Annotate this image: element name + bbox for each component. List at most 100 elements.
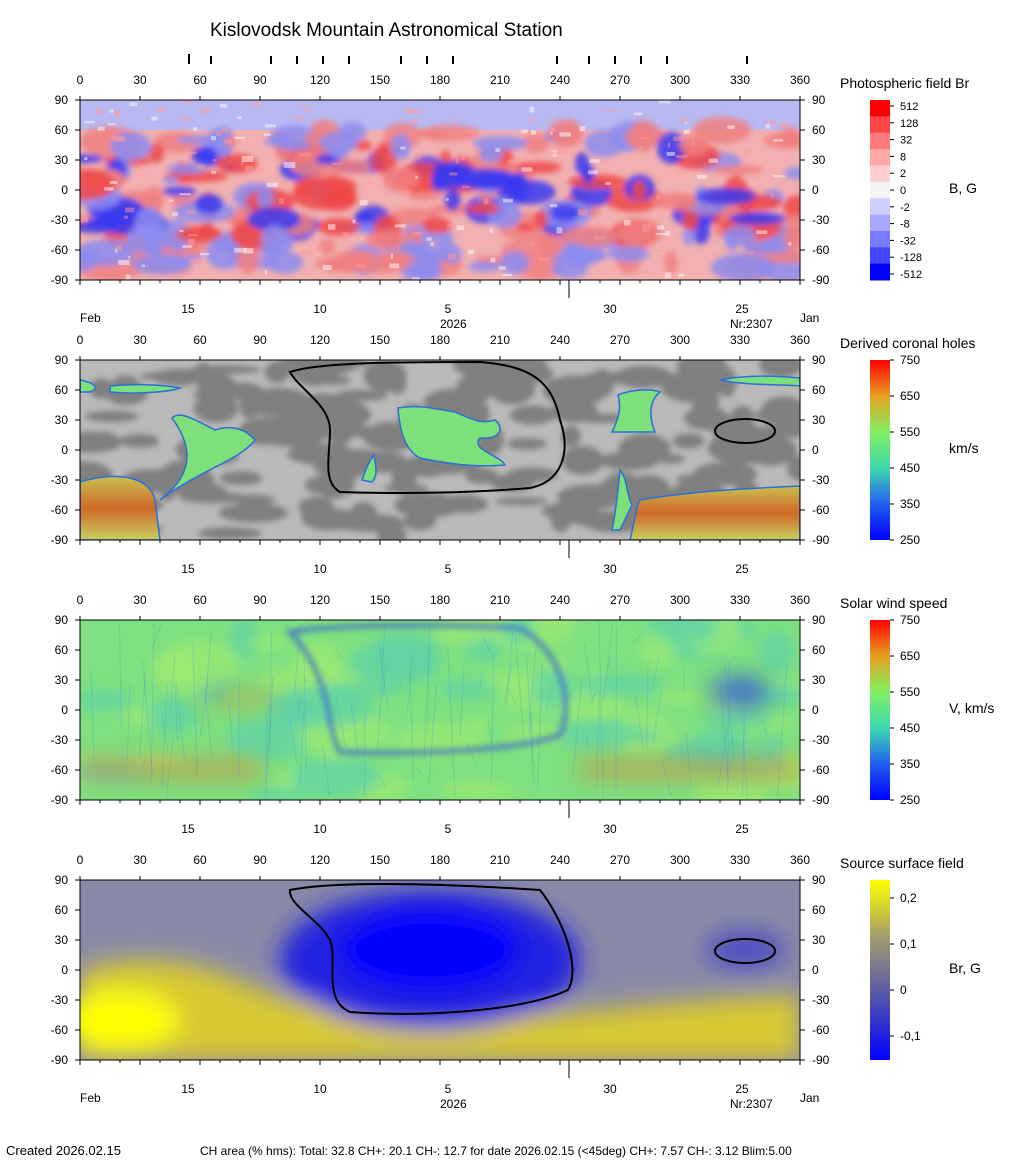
lat-tick-label-right: 90	[812, 613, 826, 627]
lon-tick-label: 0	[77, 593, 84, 607]
lon-tick-label: 360	[790, 73, 810, 87]
colorbar-tick-label: 750	[900, 353, 920, 367]
top-marker-ticks	[188, 54, 748, 64]
lat-tick-label-right: 60	[812, 123, 826, 137]
colorbar: 750 650 550 450 350 250	[870, 353, 920, 547]
date-tick-label: 30	[603, 1082, 617, 1096]
lon-tick-label: 300	[670, 593, 690, 607]
lon-tick-label: 90	[253, 853, 267, 867]
lat-tick-label-left: 0	[61, 443, 68, 457]
colorbar-tick-label: 350	[900, 497, 920, 511]
lat-tick-label-right: -90	[812, 793, 830, 807]
lon-tick-label: 150	[370, 593, 390, 607]
lat-tick-label-left: 60	[55, 903, 69, 917]
lon-tick-label: 60	[193, 333, 207, 347]
colorbar-tick-label: 0	[900, 983, 907, 997]
lat-tick-label-right: -90	[812, 1053, 830, 1067]
lat-tick-label-right: -30	[812, 733, 830, 747]
colorbar-tick-label: 128	[900, 118, 918, 130]
date-tick-label: 15	[181, 562, 195, 576]
colorbar-tick-label: -32	[900, 235, 916, 247]
colorbar-tick-label: 450	[900, 461, 920, 475]
lon-tick-label: 300	[670, 333, 690, 347]
date-tick-label: 10	[313, 302, 327, 316]
colorbar-tick-label: -0,1	[900, 1029, 921, 1043]
lon-tick-label: 360	[790, 333, 810, 347]
heatmap-2	[80, 360, 800, 540]
lat-tick-label-left: 30	[55, 933, 69, 947]
lat-tick-label-right: -90	[812, 533, 830, 547]
colorbar-tick-label: -128	[900, 252, 922, 264]
colorbar-unit: km/s	[949, 440, 979, 456]
lat-tick-label-left: 0	[61, 183, 68, 197]
lon-tick-label: 90	[253, 333, 267, 347]
created-label: Created 2026.02.15	[6, 1143, 121, 1158]
panel-title: Derived coronal holes	[840, 335, 975, 351]
lon-tick-label: 270	[610, 593, 630, 607]
colorbar-tick-label: 2	[900, 168, 906, 180]
lat-tick-label-left: 60	[55, 643, 69, 657]
lat-tick-label-left: -90	[51, 273, 69, 287]
lon-tick-label: 330	[730, 853, 750, 867]
lat-tick-label-right: 90	[812, 93, 826, 107]
lat-tick-label-right: 60	[812, 383, 826, 397]
lat-tick-label-left: -30	[51, 993, 69, 1007]
lat-tick-label-right: -30	[812, 993, 830, 1007]
lon-tick-label: 210	[490, 853, 510, 867]
lat-tick-label-left: 0	[61, 963, 68, 977]
lat-tick-label-left: -60	[51, 763, 69, 777]
colorbar: 0,2 0,1 0 -0,1	[870, 880, 921, 1060]
lat-tick-label-left: 90	[55, 93, 69, 107]
lon-tick-label: 180	[430, 853, 450, 867]
lat-tick-label-left: -90	[51, 793, 69, 807]
date-tick-label: 25	[735, 822, 749, 836]
lon-tick-label: 120	[310, 853, 330, 867]
rotation-number-bottom: Nr:2307	[730, 1097, 773, 1111]
colorbar-tick-label: -8	[900, 219, 910, 231]
colorbar-tick-label: 0	[900, 185, 906, 197]
panel-title: Solar wind speed	[840, 595, 947, 611]
lon-tick-label: 120	[310, 73, 330, 87]
date-tick-label: 10	[313, 1082, 327, 1096]
lat-tick-label-left: -30	[51, 733, 69, 747]
lon-tick-label: 90	[253, 73, 267, 87]
heatmap-4	[80, 880, 800, 1060]
lon-tick-label: 30	[133, 853, 147, 867]
panel-title: Photospheric field Br	[840, 75, 970, 91]
lon-tick-label: 120	[310, 333, 330, 347]
date-tick-label: 5	[445, 562, 452, 576]
lon-tick-label: 240	[550, 73, 570, 87]
heatmap-1	[80, 100, 800, 280]
colorbar: 512 128 32 8 2 0 -2 -8 -32 -128 -512	[870, 100, 922, 281]
lat-tick-label-left: 60	[55, 123, 69, 137]
lon-tick-label: 210	[490, 73, 510, 87]
lon-tick-label: 150	[370, 73, 390, 87]
lon-tick-label: 60	[193, 593, 207, 607]
lon-tick-label: 0	[77, 853, 84, 867]
date-month-left-bottom: Feb	[80, 1091, 101, 1105]
lat-tick-label-right: 30	[812, 413, 826, 427]
lat-tick-label-right: -60	[812, 503, 830, 517]
lat-tick-label-right: 90	[812, 353, 826, 367]
colorbar-tick-label: 650	[900, 649, 920, 663]
lat-tick-label-right: 0	[812, 963, 819, 977]
lon-tick-label: 240	[550, 333, 570, 347]
colorbar-unit: V, km/s	[949, 700, 994, 716]
lon-tick-label: 240	[550, 853, 570, 867]
colorbar-tick-label: 550	[900, 685, 920, 699]
lon-tick-label: 270	[610, 853, 630, 867]
lat-tick-label-left: 60	[55, 383, 69, 397]
colorbar-tick-label: 512	[900, 101, 918, 113]
lat-tick-label-right: 0	[812, 183, 819, 197]
colorbar-tick-label: 0,2	[900, 891, 917, 905]
date-tick-label: 10	[313, 562, 327, 576]
date-tick-label: 15	[181, 822, 195, 836]
date-tick-label: 30	[603, 302, 617, 316]
colorbar-tick-label: 0,1	[900, 937, 917, 951]
date-tick-label: 15	[181, 302, 195, 316]
lon-tick-label: 0	[77, 73, 84, 87]
